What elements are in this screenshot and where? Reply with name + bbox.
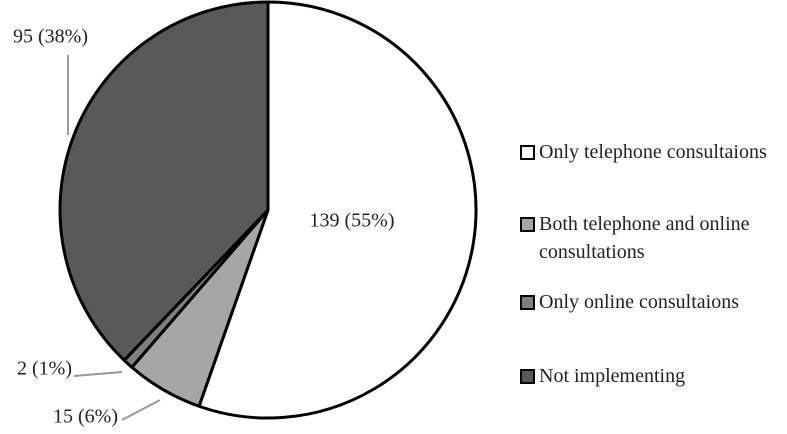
legend-entry: Not implementing — [520, 362, 782, 390]
legend-swatch — [520, 295, 535, 310]
legend-label: Both telephone and online consultations — [539, 213, 750, 263]
legend-entry: Both telephone and online consultations — [520, 210, 782, 266]
leader-line — [121, 399, 161, 421]
data-label: 139 (55%) — [310, 210, 395, 232]
legend-swatch — [520, 145, 535, 160]
legend-swatch — [520, 369, 535, 384]
legend-label: Only telephone consultaions — [539, 141, 767, 163]
data-label: 15 (6%) — [53, 406, 118, 428]
pie-slice — [58, 0, 270, 362]
leader-line — [73, 371, 123, 377]
legend-entry: Only online consultaions — [520, 288, 782, 316]
legend-label: Not implementing — [539, 365, 686, 387]
legend-entry: Only telephone consultaions — [520, 138, 782, 166]
data-label: 95 (38%) — [13, 26, 88, 48]
data-label: 2 (1%) — [17, 358, 72, 380]
legend-label: Only online consultaions — [539, 291, 739, 313]
legend-swatch — [520, 217, 535, 232]
